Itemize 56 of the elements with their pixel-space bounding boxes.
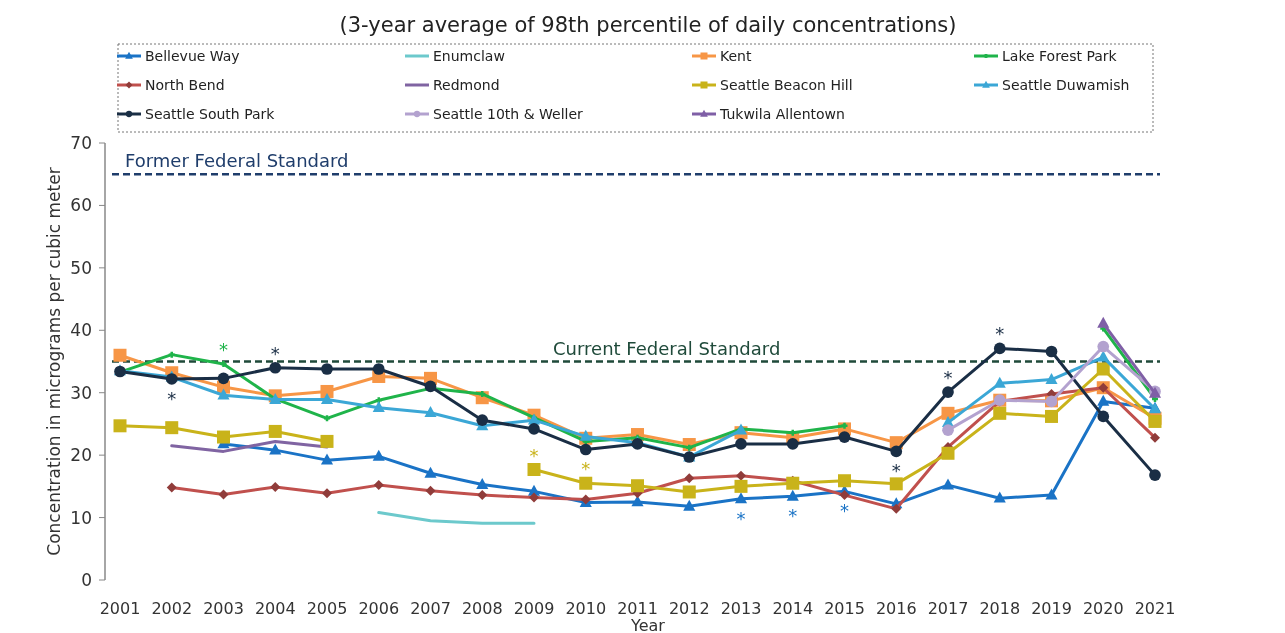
x-tick-label: 2011 bbox=[617, 599, 658, 618]
legend-label: Enumclaw bbox=[433, 48, 505, 64]
legend-label: North Bend bbox=[145, 77, 225, 93]
annotation: * bbox=[529, 444, 539, 466]
annotation: * bbox=[891, 460, 901, 482]
x-tick-label: 2018 bbox=[979, 599, 1021, 618]
y-axis-title: Concentration in micrograms per cubic meter bbox=[44, 167, 64, 556]
x-tick-label: 2010 bbox=[565, 599, 607, 618]
annotation: * bbox=[943, 367, 953, 389]
x-axis-title: Year bbox=[630, 616, 666, 633]
legend-label: Seattle Duwamish bbox=[1002, 77, 1130, 93]
y-tick-label: 40 bbox=[70, 320, 92, 341]
x-tick-label: 2013 bbox=[720, 599, 762, 618]
y-tick-label: 20 bbox=[70, 445, 92, 466]
x-tick-label: 2019 bbox=[1031, 599, 1072, 618]
legend-label: Redmond bbox=[433, 77, 500, 93]
x-tick-label: 2020 bbox=[1082, 599, 1124, 618]
legend-label: Seattle South Park bbox=[145, 106, 276, 122]
y-tick-label: 30 bbox=[70, 382, 92, 403]
y-tick-label: 70 bbox=[70, 133, 92, 153]
annotation: * bbox=[167, 387, 177, 409]
x-tick-label: 2014 bbox=[772, 599, 814, 618]
y-tick-label: 50 bbox=[70, 257, 92, 278]
annotation: * bbox=[219, 339, 228, 360]
annotation: * bbox=[995, 323, 1005, 345]
legend-label: Lake Forest Park bbox=[1002, 48, 1118, 64]
x-tick-label: 2009 bbox=[513, 599, 555, 618]
chart-title: (3-year average of 98th percentile of daily concentrations) bbox=[339, 13, 957, 37]
annotation: * bbox=[788, 505, 798, 527]
x-tick-label: 2005 bbox=[306, 599, 348, 618]
annotation: * bbox=[581, 458, 591, 480]
x-tick-label: 2012 bbox=[668, 599, 710, 618]
x-tick-label: 2003 bbox=[203, 599, 244, 618]
x-tick-label: 2016 bbox=[875, 599, 917, 618]
x-tick-label: 2001 bbox=[99, 599, 141, 618]
annotation: * bbox=[736, 507, 746, 529]
x-tick-label: 2008 bbox=[461, 599, 503, 618]
annotation: * bbox=[270, 342, 280, 364]
legend-label: Tukwila Allentown bbox=[719, 106, 845, 122]
y-tick-label: 60 bbox=[70, 195, 92, 216]
x-tick-label: 2007 bbox=[410, 599, 451, 618]
x-tick-label: 2017 bbox=[927, 599, 969, 618]
legend-label: Seattle 10th & Weller bbox=[433, 106, 584, 122]
legend-label: Kent bbox=[720, 48, 752, 64]
ref-line-label: Current Federal Standard bbox=[553, 337, 781, 359]
x-tick-label: 2015 bbox=[824, 599, 865, 618]
x-tick-label: 2004 bbox=[254, 599, 296, 618]
legend-label: Seattle Beacon Hill bbox=[720, 77, 853, 93]
x-tick-label: 2021 bbox=[1134, 599, 1176, 618]
y-tick-label: 10 bbox=[70, 507, 92, 528]
ref-line-label: Former Federal Standard bbox=[125, 150, 349, 172]
y-tick-label: 0 bbox=[81, 570, 92, 590]
legend-label: Bellevue Way bbox=[145, 48, 240, 64]
x-tick-label: 2006 bbox=[358, 599, 400, 618]
annotation: * bbox=[840, 500, 849, 522]
x-tick-label: 2002 bbox=[151, 599, 193, 618]
